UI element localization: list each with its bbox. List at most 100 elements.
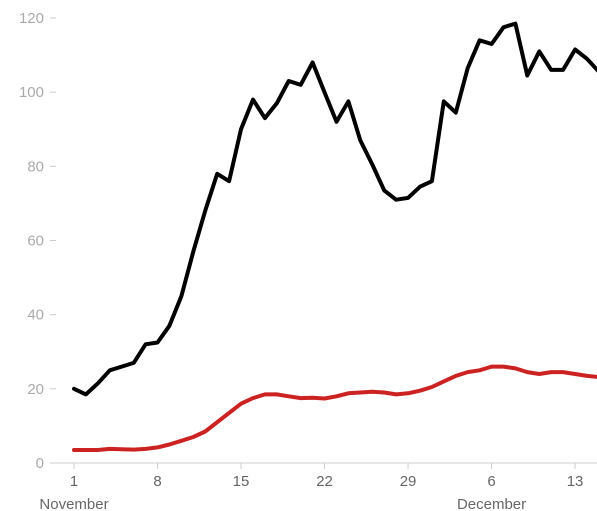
data-point	[562, 69, 564, 71]
series-line-2	[72, 364, 597, 452]
data-point	[419, 186, 421, 188]
data-point	[443, 100, 445, 102]
data-point	[526, 74, 528, 76]
x-tick-label: 15	[233, 473, 250, 490]
y-tick-label: 20	[27, 381, 44, 398]
data-point	[407, 392, 409, 394]
x-tick-label: 22	[316, 473, 333, 490]
data-point	[145, 448, 147, 450]
data-point	[216, 173, 218, 175]
series-layer	[72, 21, 597, 452]
data-point	[359, 139, 361, 141]
data-point	[252, 397, 254, 399]
data-point	[109, 369, 111, 371]
data-point	[514, 367, 516, 369]
data-point	[586, 375, 588, 377]
data-point	[168, 325, 170, 327]
data-point	[395, 393, 397, 395]
data-point	[157, 446, 159, 448]
data-point	[491, 43, 493, 45]
x-group-label-november: November	[39, 496, 108, 511]
data-point	[431, 386, 433, 388]
data-point	[288, 80, 290, 82]
data-point	[371, 163, 373, 165]
data-point	[491, 366, 493, 368]
x-tick-label: 13	[567, 473, 584, 490]
data-point	[240, 403, 242, 405]
data-point	[538, 373, 540, 375]
data-point	[550, 371, 552, 373]
data-point	[371, 391, 373, 393]
data-point	[514, 23, 516, 25]
data-point	[252, 99, 254, 101]
data-point	[109, 448, 111, 450]
data-point	[574, 373, 576, 375]
data-point	[455, 112, 457, 114]
data-point	[431, 180, 433, 182]
y-tick-label: 100	[19, 84, 44, 101]
data-point	[288, 395, 290, 397]
data-point	[97, 382, 99, 384]
data-point	[550, 69, 552, 71]
data-point	[479, 39, 481, 41]
data-point	[204, 430, 206, 432]
data-point	[443, 380, 445, 382]
data-point	[479, 369, 481, 371]
data-point	[324, 397, 326, 399]
data-point	[300, 397, 302, 399]
x-tick-label: 8	[153, 473, 161, 490]
data-point	[347, 392, 349, 394]
data-point	[562, 371, 564, 373]
data-point	[73, 449, 75, 451]
data-point	[133, 449, 135, 451]
data-point	[121, 448, 123, 450]
x-tick-label: 1	[70, 473, 78, 490]
data-point	[526, 371, 528, 373]
data-point	[312, 62, 314, 63]
y-axis: 0 20 40 60 80 100 120	[19, 10, 56, 472]
data-point	[467, 371, 469, 373]
y-tick-label: 120	[19, 10, 44, 27]
data-point	[502, 366, 504, 368]
data-point	[502, 26, 504, 28]
data-point	[145, 343, 147, 345]
x-tick-label: 29	[400, 473, 417, 490]
data-point	[276, 393, 278, 395]
data-point	[335, 395, 337, 397]
y-tick-label: 60	[27, 233, 44, 250]
data-point	[538, 50, 540, 52]
data-point	[586, 58, 588, 60]
y-tick-label: 0	[36, 455, 44, 472]
data-point	[133, 362, 135, 364]
data-point	[467, 67, 469, 69]
data-point	[359, 392, 361, 394]
data-point	[335, 121, 337, 123]
x-tick-label: 6	[487, 473, 495, 490]
data-point	[276, 102, 278, 104]
x-axis: 1 8 15 22 29 6 13 November December	[39, 462, 597, 511]
data-point	[395, 199, 397, 201]
data-point	[419, 390, 421, 392]
data-point	[407, 197, 409, 199]
data-point	[300, 84, 302, 86]
data-point	[383, 392, 385, 394]
y-tick-label: 40	[27, 307, 44, 324]
data-point	[73, 388, 75, 390]
data-point	[121, 366, 123, 368]
data-point	[312, 397, 314, 399]
y-tick-label: 80	[27, 158, 44, 175]
data-point	[168, 443, 170, 445]
data-point	[324, 91, 326, 93]
data-point	[347, 100, 349, 102]
data-point	[180, 295, 182, 297]
data-point	[228, 180, 230, 182]
x-group-label-december: December	[457, 496, 526, 511]
data-point	[216, 421, 218, 423]
series-line-1	[72, 21, 597, 397]
data-point	[85, 449, 87, 451]
data-point	[192, 251, 194, 253]
data-point	[264, 393, 266, 395]
data-point	[85, 393, 87, 395]
data-point	[240, 128, 242, 130]
